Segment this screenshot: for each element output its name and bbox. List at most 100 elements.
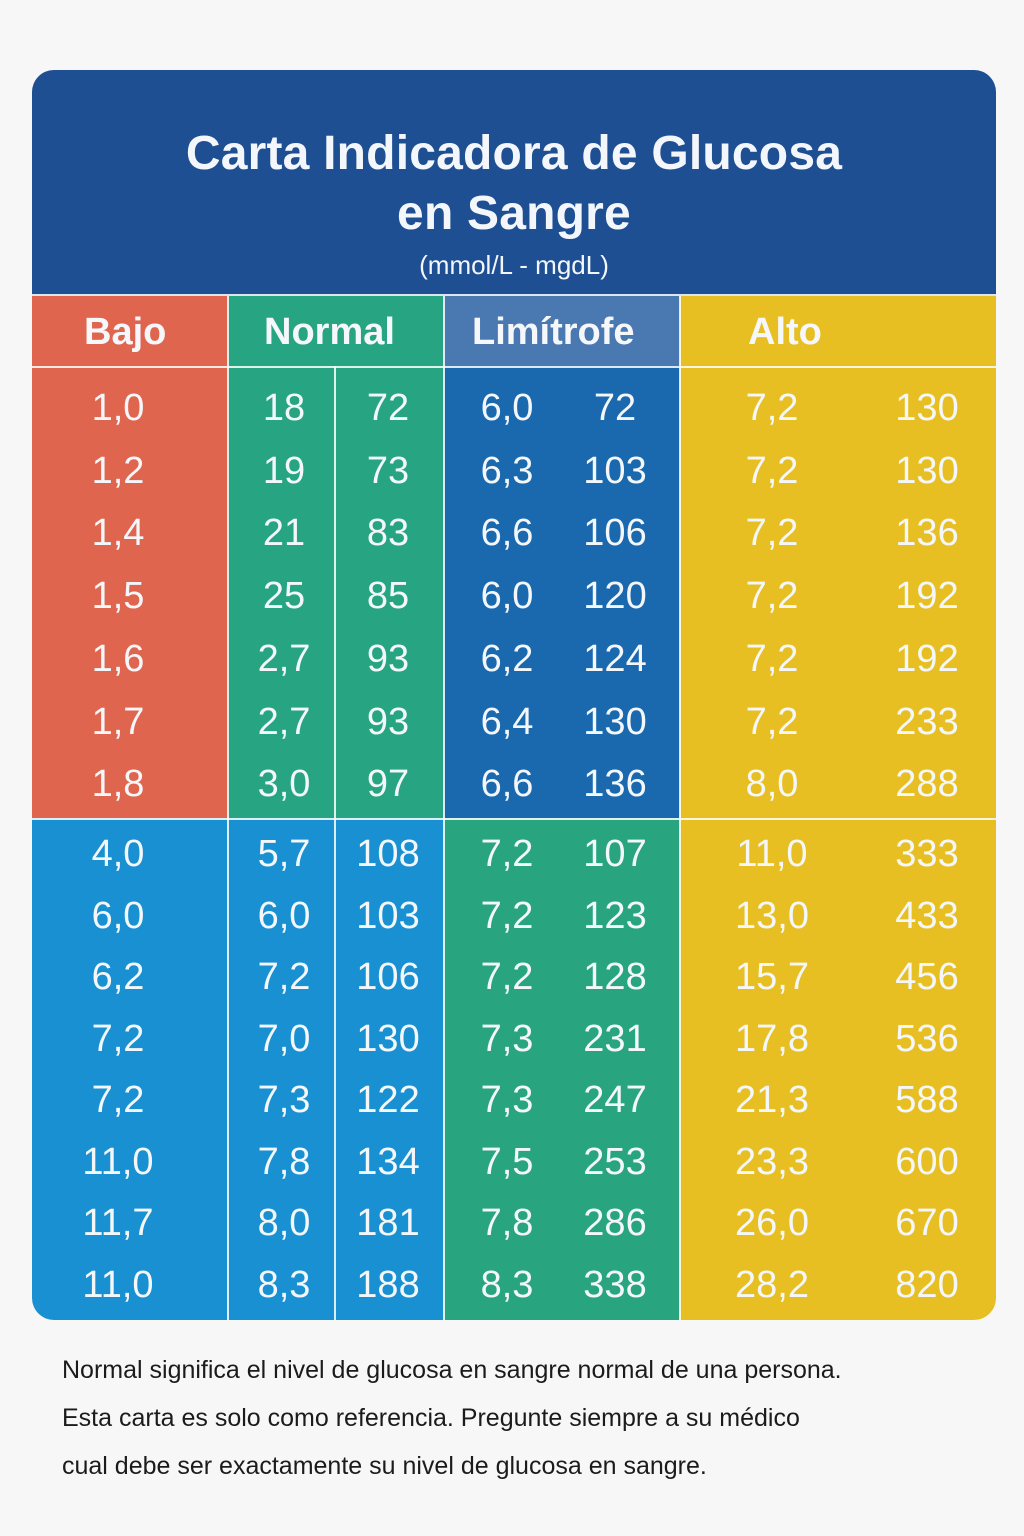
bajo-value: 1,6 <box>91 637 145 680</box>
normal-mgdl-value: 134 <box>356 1140 420 1183</box>
chart-subtitle: (mmol/L - mgdL) <box>419 250 609 280</box>
alto-mgdl-value: 600 <box>895 1140 959 1183</box>
normal-mgdl-value: 108 <box>356 833 420 875</box>
bajo-value: 1,8 <box>91 763 145 806</box>
normal-mmol-value: 8,0 <box>257 1202 311 1244</box>
bajo-value: 6,2 <box>91 956 145 998</box>
limitrofe-mgdl-value: 72 <box>593 387 637 429</box>
limitrofe-mgdl-value: 107 <box>583 833 647 875</box>
bajo-value: 1,5 <box>91 575 145 618</box>
alto-mmol-value: 17,8 <box>735 1017 809 1060</box>
column-separator <box>334 366 336 1320</box>
limitrofe-mmol-value: 7,2 <box>480 894 534 937</box>
limitrofe-mmol-value: 6,6 <box>480 512 534 555</box>
normal-mgdl-value: 85 <box>366 575 410 618</box>
bajo-value: 11,0 <box>82 1140 154 1183</box>
normal-mmol-value: 3,0 <box>257 763 311 806</box>
limitrofe-mgdl-value: 123 <box>583 894 647 937</box>
normal-mgdl-value: 122 <box>356 1079 420 1121</box>
normal-mmol-value: 6,0 <box>257 894 311 937</box>
bajo-value: 11,7 <box>82 1202 154 1244</box>
alto-mgdl-value: 333 <box>895 833 959 875</box>
alto-mgdl-value: 456 <box>895 956 959 998</box>
bajo-value: 7,2 <box>91 1017 145 1060</box>
header-limitrofe: Limítrofe <box>472 311 635 353</box>
limitrofe-mmol-value: 7,2 <box>480 833 534 875</box>
bajo-value: 1,4 <box>91 512 145 555</box>
chart-title: Carta Indicadora de Glucosa en Sangre <box>32 124 996 244</box>
bajo-value: 4,0 <box>91 833 145 875</box>
alto-mmol-value: 7,2 <box>745 512 799 555</box>
limitrofe-mmol-value: 7,8 <box>480 1202 534 1244</box>
limitrofe-mgdl-value: 338 <box>583 1263 647 1306</box>
limitrofe-mmol-value: 6,0 <box>480 387 534 429</box>
column-header-divider <box>32 366 996 368</box>
column-separator <box>443 296 445 1320</box>
footer-note: Normal significa el nivel de glucosa en … <box>62 1346 982 1490</box>
limitrofe-mmol-value: 6,0 <box>480 575 534 618</box>
alto-mmol-value: 7,2 <box>745 575 799 618</box>
limitrofe-mgdl-value: 231 <box>583 1017 647 1060</box>
alto-mmol-value: 7,2 <box>745 700 799 743</box>
limitrofe-mmol-value: 6,3 <box>480 449 534 492</box>
limitrofe-mgdl-value: 120 <box>583 575 647 618</box>
alto-mgdl-value: 130 <box>895 387 959 429</box>
chart-header: Carta Indicadora de Glucosa en Sangre (m… <box>32 70 996 296</box>
limitrofe-mgdl-value: 136 <box>583 763 647 806</box>
header-normal: Normal <box>264 311 395 353</box>
bajo-column-top-bg <box>32 296 228 818</box>
normal-mgdl-value: 72 <box>366 387 410 429</box>
column-separator <box>679 296 681 1320</box>
normal-mmol-value: 2,7 <box>257 700 311 743</box>
normal-mmol-value: 25 <box>262 575 306 618</box>
normal-column-top-bg <box>228 296 444 818</box>
normal-mmol-value: 18 <box>262 387 306 429</box>
alto-mmol-value: 8,0 <box>745 763 799 806</box>
footer-line-2: Esta carta es solo como referencia. Preg… <box>62 1404 800 1432</box>
limitrofe-mmol-value: 7,2 <box>480 956 534 998</box>
limitrofe-mgdl-value: 247 <box>583 1079 647 1121</box>
alto-mmol-value: 26,0 <box>735 1202 809 1244</box>
glucose-chart-card: Carta Indicadora de Glucosa en Sangre (m… <box>32 70 996 1320</box>
normal-mgdl-value: 83 <box>366 512 410 555</box>
alto-mmol-value: 28,2 <box>735 1263 809 1306</box>
header-alto: Alto <box>748 311 822 353</box>
header-bajo: Bajo <box>84 311 167 353</box>
limitrofe-mmol-value: 6,2 <box>480 637 534 680</box>
limitrofe-mmol-value: 7,5 <box>480 1140 534 1183</box>
alto-mmol-value: 23,3 <box>735 1140 809 1183</box>
normal-mgdl-value: 97 <box>366 763 410 806</box>
normal-mmol-value: 7,0 <box>257 1017 311 1060</box>
alto-mgdl-value: 820 <box>895 1263 959 1306</box>
footer-line-3: cual debe ser exactamente su nivel de gl… <box>62 1452 707 1480</box>
section-divider <box>32 818 996 820</box>
limitrofe-header-bg <box>444 296 680 366</box>
limitrofe-mgdl-value: 253 <box>583 1140 647 1183</box>
normal-mgdl-value: 188 <box>356 1263 420 1306</box>
normal-mgdl-value: 93 <box>366 700 410 743</box>
normal-mgdl-value: 103 <box>356 894 420 937</box>
limitrofe-mgdl-value: 130 <box>583 700 647 743</box>
normal-mmol-value: 8,3 <box>257 1263 311 1306</box>
alto-mmol-value: 15,7 <box>735 956 809 998</box>
normal-mgdl-value: 93 <box>366 637 410 680</box>
alto-mgdl-value: 288 <box>895 763 959 806</box>
normal-mmol-value: 2,7 <box>257 637 311 680</box>
alto-mmol-value: 7,2 <box>745 387 799 429</box>
alto-column-bg <box>680 296 996 1320</box>
normal-mmol-value: 5,7 <box>257 833 311 875</box>
limitrofe-mgdl-value: 128 <box>583 956 647 998</box>
alto-mgdl-value: 192 <box>895 575 959 618</box>
limitrofe-mgdl-value: 106 <box>583 512 647 555</box>
normal-mgdl-value: 106 <box>356 956 420 998</box>
limitrofe-mmol-value: 8,3 <box>480 1263 534 1306</box>
normal-mmol-value: 19 <box>262 449 306 492</box>
bajo-column-bottom-bg <box>32 818 228 1320</box>
alto-mmol-value: 7,2 <box>745 449 799 492</box>
bajo-value: 1,7 <box>91 700 145 743</box>
limitrofe-column-bottom-bg <box>444 818 680 1320</box>
normal-mgdl-value: 130 <box>356 1017 420 1060</box>
bajo-value: 11,0 <box>82 1263 154 1306</box>
column-separator <box>227 296 229 1320</box>
title-line-1: Carta Indicadora de Glucosa <box>185 127 843 180</box>
